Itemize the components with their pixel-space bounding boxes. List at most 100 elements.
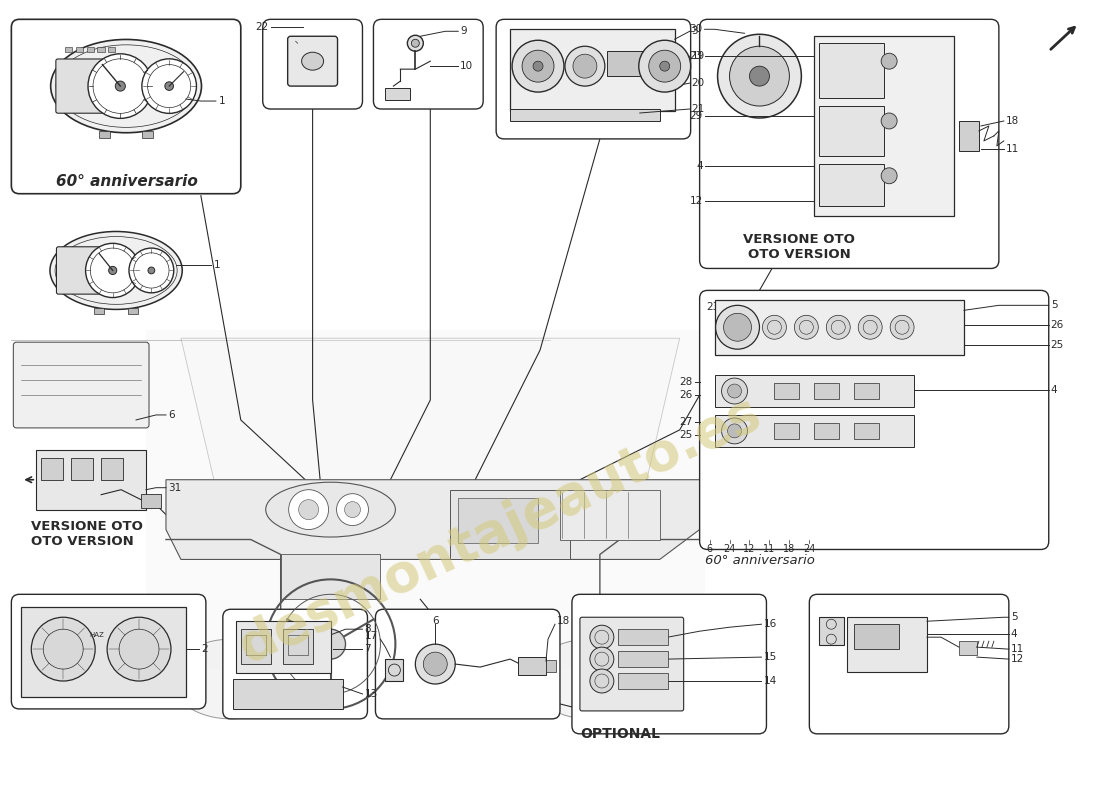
Circle shape [31, 618, 96, 681]
Bar [959, 641, 977, 655]
Circle shape [639, 40, 691, 92]
Bar [241, 630, 271, 664]
Bar [820, 164, 884, 206]
Circle shape [595, 630, 609, 644]
Bar [95, 308, 103, 314]
Text: 27: 27 [680, 417, 693, 427]
Text: desmontajeauto.es: desmontajeauto.es [231, 386, 769, 674]
Text: 28: 28 [680, 377, 693, 387]
Circle shape [794, 315, 818, 339]
Bar [855, 423, 879, 439]
Circle shape [565, 46, 605, 86]
Circle shape [148, 267, 155, 274]
Text: 31: 31 [168, 482, 182, 493]
Bar [814, 36, 954, 216]
Bar [820, 43, 884, 98]
Circle shape [129, 248, 174, 293]
Circle shape [590, 669, 614, 693]
Circle shape [416, 644, 455, 684]
Text: 26: 26 [1050, 320, 1064, 330]
Text: 19: 19 [692, 51, 705, 61]
Text: 11: 11 [763, 545, 776, 554]
Bar [618, 630, 668, 645]
Text: HAZ: HAZ [90, 632, 104, 638]
Text: 7: 7 [364, 644, 371, 654]
FancyBboxPatch shape [11, 594, 206, 709]
Text: 2: 2 [201, 644, 208, 654]
Text: 8: 8 [364, 624, 371, 634]
Text: 12: 12 [1011, 654, 1024, 664]
Bar [774, 383, 800, 399]
Circle shape [595, 652, 609, 666]
Bar [518, 657, 546, 675]
Bar [855, 624, 899, 649]
FancyBboxPatch shape [56, 59, 107, 113]
Text: 3: 3 [692, 26, 698, 36]
Bar [847, 618, 927, 672]
Text: 22: 22 [255, 22, 268, 32]
Circle shape [727, 424, 741, 438]
Text: 9: 9 [460, 26, 466, 36]
FancyBboxPatch shape [700, 19, 999, 269]
Circle shape [727, 384, 741, 398]
Circle shape [88, 54, 153, 118]
Text: 5: 5 [1050, 300, 1057, 310]
Bar [560, 490, 660, 539]
Bar [715, 300, 964, 355]
Text: 13: 13 [364, 689, 377, 699]
Circle shape [147, 65, 190, 108]
Circle shape [660, 61, 670, 71]
Text: 14: 14 [763, 676, 777, 686]
Text: 24: 24 [724, 545, 736, 554]
Bar [959, 121, 979, 151]
Circle shape [768, 320, 781, 334]
Bar [607, 51, 647, 76]
FancyBboxPatch shape [700, 290, 1048, 550]
Text: 18: 18 [1005, 116, 1019, 126]
Bar [42, 458, 63, 480]
Polygon shape [180, 338, 680, 510]
FancyBboxPatch shape [496, 19, 691, 139]
Text: 60° anniversario: 60° anniversario [56, 174, 198, 189]
Circle shape [729, 46, 790, 106]
Circle shape [826, 619, 836, 630]
Text: 18: 18 [557, 616, 570, 626]
Text: 16: 16 [763, 619, 777, 630]
Text: 29: 29 [690, 111, 703, 121]
FancyBboxPatch shape [375, 610, 560, 719]
Bar [618, 651, 668, 667]
Text: 18: 18 [783, 545, 795, 554]
Text: 12: 12 [744, 545, 756, 554]
Circle shape [407, 35, 424, 51]
Circle shape [107, 618, 170, 681]
Circle shape [881, 113, 898, 129]
Circle shape [826, 634, 836, 644]
Bar [245, 635, 266, 655]
Circle shape [344, 502, 361, 518]
Bar [72, 458, 94, 480]
Circle shape [424, 652, 448, 676]
Circle shape [513, 40, 564, 92]
Bar [141, 494, 161, 508]
Circle shape [86, 243, 140, 298]
Bar [142, 130, 153, 138]
Circle shape [43, 630, 84, 669]
Text: 20: 20 [692, 78, 705, 88]
Bar [108, 46, 115, 52]
Text: 4: 4 [696, 161, 703, 171]
Circle shape [881, 168, 898, 184]
Circle shape [316, 630, 345, 659]
Bar [146, 330, 705, 669]
Text: 6: 6 [168, 410, 175, 420]
FancyBboxPatch shape [572, 594, 767, 734]
Circle shape [595, 674, 609, 688]
Text: 23: 23 [706, 302, 719, 312]
Text: 5: 5 [1011, 612, 1018, 622]
Bar [21, 607, 186, 697]
Circle shape [337, 494, 368, 526]
Circle shape [716, 306, 759, 349]
Bar [715, 415, 914, 447]
Circle shape [895, 320, 909, 334]
Text: VERSIONE OTO
OTO VERSION: VERSIONE OTO OTO VERSION [744, 234, 856, 262]
Bar [99, 130, 110, 138]
